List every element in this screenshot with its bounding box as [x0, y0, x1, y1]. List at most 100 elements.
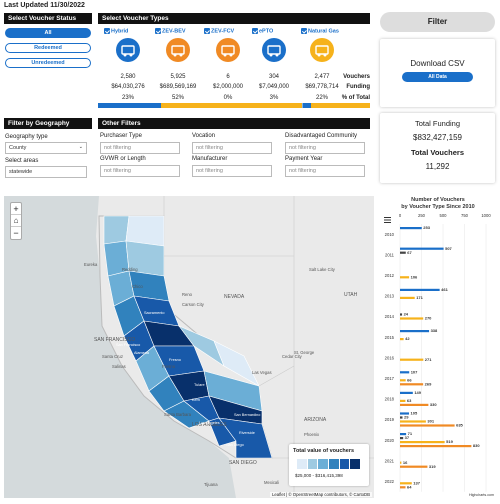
bar[interactable]: [400, 296, 415, 299]
checkbox-icon[interactable]: [104, 28, 110, 34]
bar[interactable]: [400, 403, 429, 406]
geo-area-input[interactable]: statewide: [5, 166, 87, 178]
voucher-type-label: ZEV-BEV: [162, 28, 186, 35]
bar[interactable]: [400, 383, 424, 386]
bar[interactable]: [400, 276, 410, 279]
bar[interactable]: [400, 486, 406, 489]
bar[interactable]: [400, 424, 455, 427]
filter-input[interactable]: not filtering: [100, 142, 180, 154]
bar[interactable]: [400, 416, 403, 419]
x-tick-label: 1000: [481, 213, 491, 218]
y-tick-label: 2017: [385, 376, 395, 381]
data-label: 271: [425, 357, 432, 362]
ocean: [4, 196, 236, 498]
zoom-in-button[interactable]: +: [11, 203, 21, 215]
y-tick-label: 2015: [385, 335, 395, 340]
county-label: Alameda: [134, 351, 150, 355]
data-label: 269: [425, 381, 432, 386]
x-tick-label: 0: [399, 213, 402, 218]
voucher-type-3[interactable]: ePTO: [252, 28, 296, 34]
bar[interactable]: [400, 441, 445, 444]
checkbox-icon[interactable]: [155, 28, 161, 34]
bar[interactable]: [400, 482, 412, 485]
total-funding-label: Total Funding: [414, 119, 461, 128]
data-label: 24: [404, 312, 409, 317]
chart-credit: Highcharts.com: [469, 493, 494, 497]
voucher-type-1[interactable]: ZEV-BEV: [155, 28, 199, 34]
legend-title: Total value of vouchers: [293, 448, 355, 454]
map-place-label: Carson City: [182, 302, 205, 307]
bar[interactable]: [400, 330, 430, 333]
hamburger-menu-icon[interactable]: [384, 217, 391, 218]
fuel-cell-icon: [216, 38, 240, 62]
checkbox-icon[interactable]: [301, 28, 307, 34]
checkbox-icon[interactable]: [252, 28, 258, 34]
bar[interactable]: [400, 465, 428, 468]
voucher-vouchers-value: 5,925: [170, 74, 186, 80]
checkbox-icon[interactable]: [204, 28, 210, 34]
row-label-vouchers: Vouchers: [343, 74, 370, 80]
status-redeemed-button[interactable]: Redeemed: [5, 43, 91, 53]
county-shape[interactable]: [218, 417, 273, 459]
voucher-type-2[interactable]: ZEV-FCV: [204, 28, 248, 34]
county-label: San Francisco: [116, 343, 140, 347]
bar[interactable]: [400, 420, 426, 423]
y-tick-label: 2019: [385, 417, 395, 422]
map-place-label: SAN FRANCISCO: [94, 337, 135, 343]
bar[interactable]: [400, 227, 422, 230]
home-icon[interactable]: ⌂: [11, 215, 21, 227]
y-tick-label: 2013: [385, 294, 395, 299]
voucher-type-0[interactable]: Hybrid: [104, 28, 148, 34]
bar[interactable]: [400, 358, 424, 361]
data-label: 66: [407, 377, 412, 382]
status-unredeemed-button[interactable]: Unredeemed: [5, 58, 91, 68]
bar[interactable]: [400, 247, 444, 250]
share-segment: [302, 103, 311, 108]
bar[interactable]: [400, 437, 404, 440]
map-place-label: SAN DIEGO: [229, 460, 257, 466]
bar[interactable]: [400, 338, 404, 341]
voucher-type-4[interactable]: Natural Gas: [301, 28, 345, 34]
filter-input[interactable]: not filtering: [192, 142, 272, 154]
bar[interactable]: [400, 461, 402, 464]
filter-input[interactable]: not filtering: [192, 165, 272, 177]
status-all-button[interactable]: All: [5, 28, 91, 38]
bar[interactable]: [400, 371, 410, 374]
hamburger-menu-icon[interactable]: [384, 219, 391, 221]
bar[interactable]: [400, 412, 410, 415]
bar[interactable]: [400, 313, 403, 316]
bar[interactable]: [400, 379, 406, 382]
data-label: 253: [423, 225, 430, 230]
data-label: 42: [405, 336, 410, 341]
map-place-label: ARIZONA: [304, 417, 327, 423]
bar[interactable]: [400, 391, 413, 394]
filter-label: Vocation: [192, 133, 216, 139]
county-shape[interactable]: [103, 215, 130, 245]
bar[interactable]: [400, 251, 406, 254]
legend-swatch: [339, 459, 350, 469]
total-vouchers-value: 11,292: [425, 162, 450, 171]
bar[interactable]: [400, 399, 406, 402]
filter-input[interactable]: not filtering: [285, 165, 365, 177]
other-header: Other Filters: [98, 118, 370, 129]
bar[interactable]: [400, 445, 472, 448]
y-tick-label: 2011: [385, 252, 395, 257]
geo-type-select[interactable]: County ⌄: [5, 142, 87, 154]
download-card: Download CSV All Data: [380, 39, 495, 107]
data-label: 330: [430, 402, 437, 407]
total-vouchers-label: Total Vouchers: [410, 148, 465, 157]
filter-button[interactable]: Filter: [380, 12, 495, 32]
map[interactable]: Eureka Redding Chico Reno Carson City NEVADA S…: [4, 196, 374, 498]
voucher-pct-value: 23%: [121, 95, 134, 101]
hamburger-menu-icon[interactable]: [384, 222, 391, 223]
voucher-type-label: ZEV-FCV: [211, 28, 235, 35]
chart-subtitle: by Voucher Type Since 2010: [401, 204, 474, 210]
data-label: 338: [431, 328, 438, 333]
filter-input[interactable]: not filtering: [285, 142, 365, 154]
bar[interactable]: [400, 433, 407, 436]
zoom-out-button[interactable]: −: [13, 228, 19, 238]
filter-input[interactable]: not filtering: [100, 165, 180, 177]
bar[interactable]: [400, 317, 424, 320]
all-data-button[interactable]: All Data: [402, 72, 473, 82]
bar[interactable]: [400, 288, 440, 291]
